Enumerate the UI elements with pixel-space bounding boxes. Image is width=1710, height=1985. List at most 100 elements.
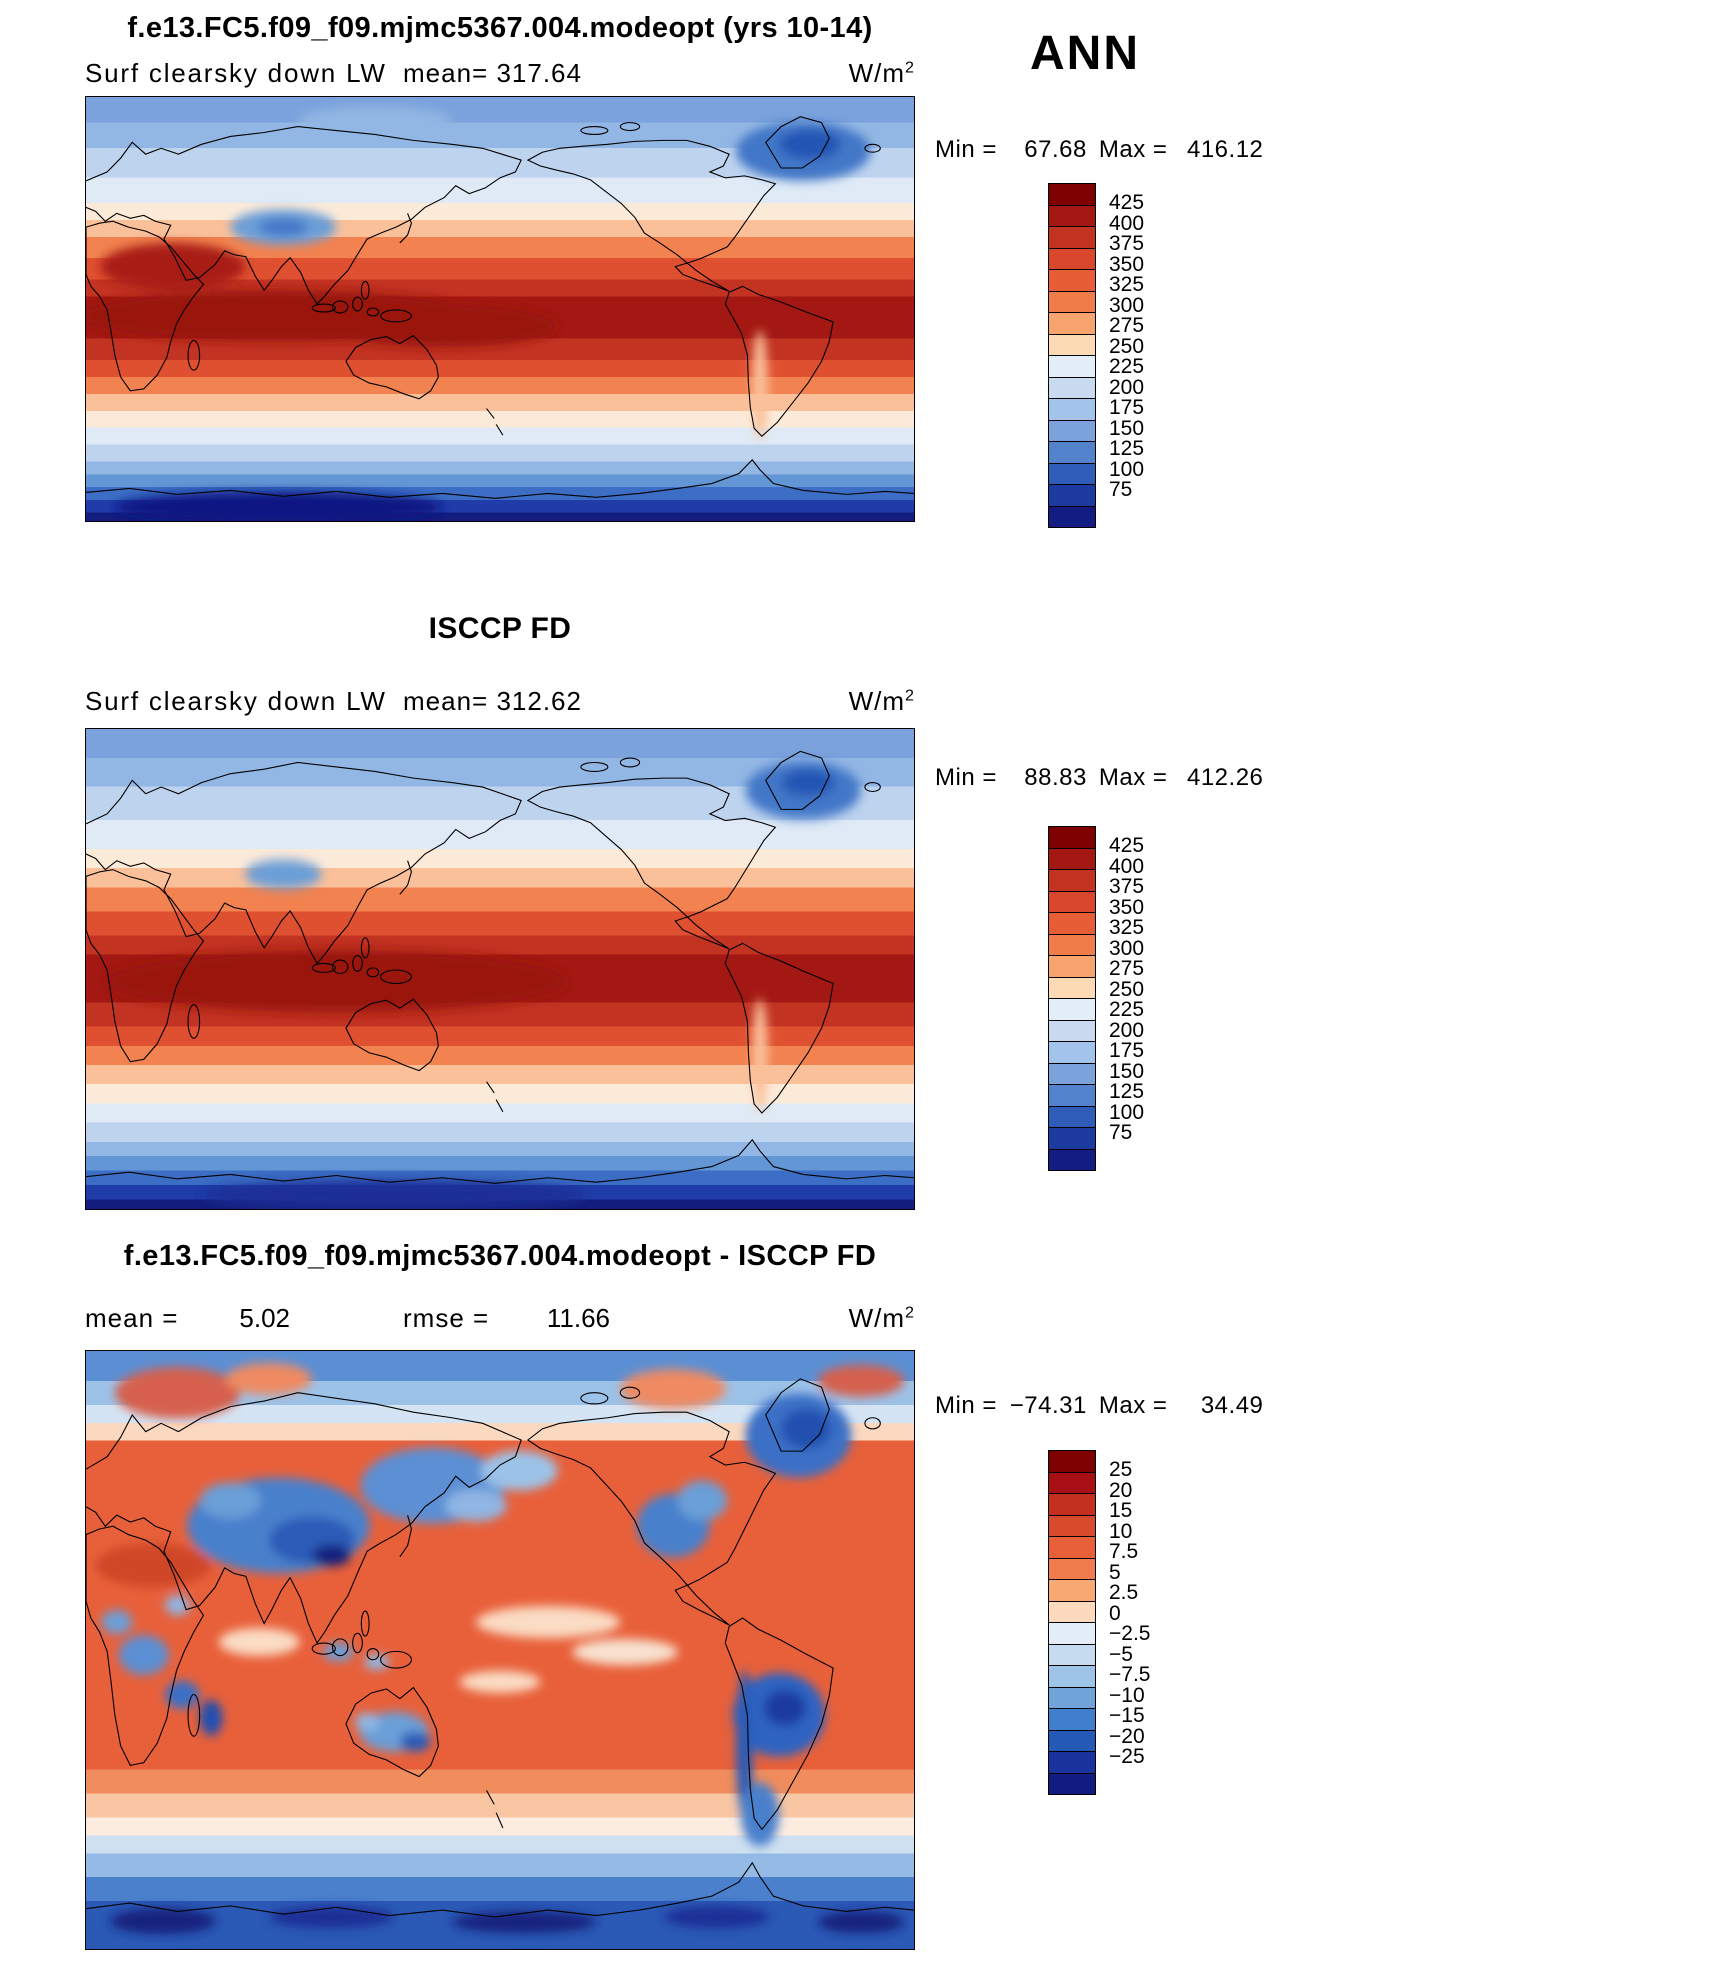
colorbar-box: [1048, 1536, 1096, 1559]
colorbar-box: [1048, 1579, 1096, 1602]
colorbar-box: [1048, 441, 1096, 464]
colorbar-box: [1048, 462, 1096, 485]
colorbar-label: −10: [1109, 1683, 1145, 1707]
units-label: W/m2: [849, 1303, 915, 1334]
obs-map-svg: [86, 729, 914, 1209]
colorbar-box: [1048, 247, 1096, 270]
mean-text: mean= 312.62: [403, 686, 582, 716]
colorbar-label: 0: [1109, 1601, 1121, 1625]
units-exponent: 2: [905, 58, 915, 77]
model-map-svg: [86, 97, 914, 521]
colorbar-box: [1048, 1514, 1096, 1537]
colorbar-label: 400: [1109, 211, 1145, 235]
colorbar-box: [1048, 376, 1096, 399]
colorbar-label: 225: [1109, 355, 1145, 378]
colorbar-label: 250: [1109, 334, 1145, 358]
mean-label: mean =: [85, 1303, 179, 1333]
colorbar-box: [1048, 1708, 1096, 1731]
colorbar-labels: 425 400 375 350 325 300 275 250 225 200 175 150 125 1…: [1096, 183, 1144, 528]
colorbar-box: [1048, 1105, 1096, 1128]
colorbar-box: [1048, 1148, 1096, 1171]
units-label: W/m2: [849, 686, 915, 717]
colorbar-label: 300: [1109, 936, 1145, 960]
colorbar-box: [1048, 1062, 1096, 1085]
colorbar-box: [1048, 505, 1096, 528]
max-label: Max =: [1098, 764, 1168, 791]
colorbar-box: [1048, 1127, 1096, 1150]
colorbar-label: 25: [1109, 1458, 1133, 1481]
colorbar-label: −20: [1109, 1724, 1145, 1748]
colorbar-boxes: [1048, 1450, 1096, 1795]
colorbar-box: [1048, 1772, 1096, 1795]
colorbar-label: 150: [1109, 416, 1145, 440]
colorbar-diff: 25 20 15 10 7.5 5 2.5 0 −2.5 −5 −7.5 −10 −15 −20 −25: [1048, 1450, 1150, 1795]
mean-value: 5.02: [239, 1303, 290, 1333]
colorbar-label: 7.5: [1109, 1540, 1139, 1563]
colorbar-box: [1048, 869, 1096, 892]
colorbar-box: [1048, 290, 1096, 313]
colorbar-box: [1048, 1557, 1096, 1580]
colorbar-box: [1048, 1041, 1096, 1064]
min-value: 67.68: [1024, 136, 1087, 163]
colorbar-label: 75: [1109, 478, 1133, 501]
units-base: W/m: [848, 1303, 906, 1333]
colorbar-box: [1048, 269, 1096, 292]
colorbar-obs: 425 400 375 350 325 300 275 250 225 200 175 150 125 1…: [1048, 826, 1144, 1171]
colorbar-label: −7.5: [1109, 1663, 1151, 1686]
colorbar-label: 375: [1109, 875, 1145, 898]
colorbar-box: [1048, 998, 1096, 1021]
field-label: Surf clearsky down LW: [85, 58, 387, 88]
colorbar-label: −15: [1109, 1704, 1145, 1727]
colorbar-label: 175: [1109, 1039, 1145, 1062]
colorbar-label: 100: [1109, 1100, 1145, 1124]
colorbar-box: [1048, 398, 1096, 421]
colorbar-label: −5: [1109, 1642, 1133, 1666]
minmax-diff: Min = −74.31 Max = 34.49: [935, 1392, 1263, 1420]
colorbar-label: 275: [1109, 957, 1145, 980]
colorbar-label: −2.5: [1109, 1622, 1151, 1645]
panel-title-obs: ISCCP FD: [428, 612, 572, 645]
colorbar-box: [1048, 204, 1096, 227]
max-label: Max =: [1098, 136, 1168, 163]
colorbar-box: [1048, 976, 1096, 999]
colorbar-box: [1048, 355, 1096, 378]
colorbar-label: 125: [1109, 1080, 1145, 1103]
max-value: 34.49: [1200, 1392, 1264, 1419]
colorbar-box: [1048, 933, 1096, 956]
colorbar-box: [1048, 1751, 1096, 1774]
mean-text: mean= 317.64: [403, 58, 582, 88]
colorbar-label: 275: [1109, 314, 1145, 337]
colorbar-label: 5: [1109, 1560, 1121, 1584]
colorbar-label: 225: [1109, 998, 1145, 1021]
colorbar-label: 200: [1109, 375, 1145, 399]
colorbar-labels: 25 20 15 10 7.5 5 2.5 0 −2.5 −5 −7.5 −10 −15 −20 −25: [1096, 1450, 1150, 1795]
colorbar-label: 350: [1109, 895, 1145, 919]
colorbar-box: [1048, 1686, 1096, 1709]
colorbar-label: −25: [1109, 1745, 1145, 1768]
colorbar-boxes: [1048, 183, 1096, 528]
colorbar-box: [1048, 955, 1096, 978]
obs-anomaly-blobs: [105, 761, 862, 1209]
colorbar-label: 250: [1109, 977, 1145, 1001]
units-base: W/m: [848, 686, 906, 716]
rmse-value: 11.66: [546, 1303, 610, 1333]
units-exponent: 2: [905, 1303, 915, 1322]
colorbar-box: [1048, 890, 1096, 913]
colorbar-box: [1048, 1450, 1096, 1473]
colorbar-box: [1048, 847, 1096, 870]
colorbar-label: 425: [1109, 191, 1145, 214]
colorbar-label: 325: [1109, 916, 1145, 939]
colorbar-box: [1048, 1622, 1096, 1645]
colorbar-label: 150: [1109, 1059, 1145, 1083]
diff-map-svg: [86, 1351, 914, 1949]
colorbar-box: [1048, 226, 1096, 249]
colorbar-label: 20: [1109, 1478, 1133, 1502]
colorbar-box: [1048, 1493, 1096, 1516]
units-label: W/m2: [849, 58, 915, 89]
colorbar-label: 175: [1109, 396, 1145, 419]
colorbar-box: [1048, 1600, 1096, 1623]
colorbar-label: 325: [1109, 273, 1145, 296]
colorbar-label: 200: [1109, 1018, 1145, 1042]
colorbar-box: [1048, 484, 1096, 507]
